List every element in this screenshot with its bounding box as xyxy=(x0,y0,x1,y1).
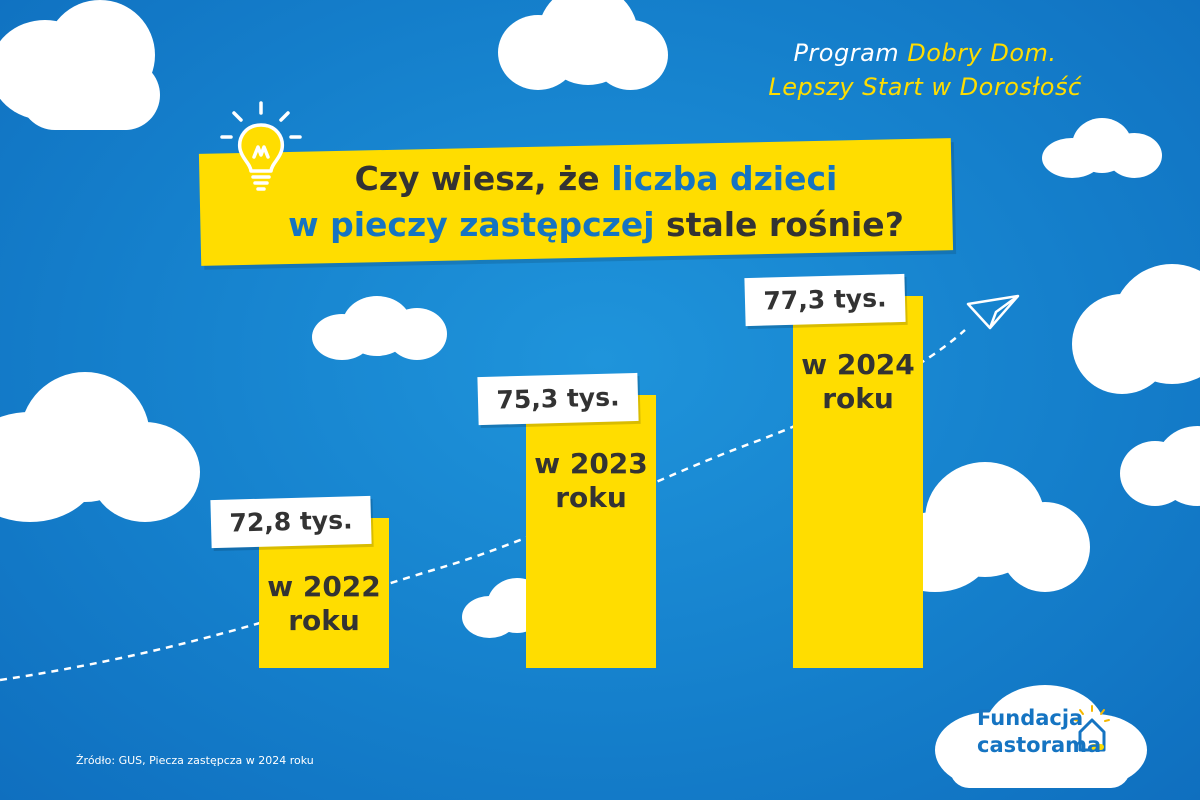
cloud-right-small xyxy=(1042,118,1162,178)
source-note: Źródło: GUS, Piecza zastępcza w 2024 rok… xyxy=(76,754,314,767)
bar-2024 xyxy=(793,296,923,668)
bar-label-2022-line2: roku xyxy=(288,603,360,637)
headline-part4: stale rośnie? xyxy=(654,205,904,244)
logo-cloud xyxy=(935,685,1147,788)
cloud-right-large xyxy=(1072,264,1200,394)
bar-2023 xyxy=(526,394,656,668)
value-label-2022: 72,8 tys. xyxy=(210,495,372,549)
headline: Czy wiesz, że liczba dzieci w pieczy zas… xyxy=(216,156,976,248)
program-title-part2: Dobry Dom. xyxy=(907,39,1057,67)
lightbulb-icon xyxy=(220,101,302,191)
bar-label-2024: w 2024 roku xyxy=(793,348,923,416)
logo-accent xyxy=(1090,744,1104,750)
program-title-part4: w Dorosłość xyxy=(931,73,1082,101)
house-icon xyxy=(1078,718,1106,752)
value-label-2024: 77,3 tys. xyxy=(744,274,906,327)
cloud-bottom-right xyxy=(880,462,1090,592)
bar-label-2022: w 2022 roku xyxy=(259,570,389,638)
cloud-top-center xyxy=(498,0,668,90)
program-title: Program Dobry Dom. Lepszy Start w Dorosł… xyxy=(700,36,1150,104)
program-title-part3: Lepszy Start xyxy=(768,73,932,101)
logo-text-castorama: castorama xyxy=(977,733,1102,757)
bar-label-2022-line1: w 2022 xyxy=(267,569,381,603)
cloud-middle xyxy=(312,296,447,360)
bar-label-2024-line2: roku xyxy=(822,382,894,416)
logo-text-fundacja: Fundacja xyxy=(977,706,1084,730)
headline-part2: liczba dzieci xyxy=(611,159,838,198)
paper-plane-icon xyxy=(966,294,1020,330)
bar-label-2024-line1: w 2024 xyxy=(801,348,915,382)
cloud-left xyxy=(0,372,200,522)
headline-part1: Czy wiesz, że xyxy=(354,159,612,198)
value-label-2023: 75,3 tys. xyxy=(477,372,639,425)
bar-label-2023-line1: w 2023 xyxy=(534,446,648,480)
program-title-part1: Program xyxy=(793,39,908,67)
bar-label-2023-line2: roku xyxy=(555,480,627,514)
headline-part3: w pieczy zastępczej xyxy=(288,205,655,244)
cloud-right-mid xyxy=(1120,426,1200,506)
bar-label-2023: w 2023 roku xyxy=(526,447,656,515)
cloud-top-left xyxy=(0,0,170,130)
sun-icon xyxy=(1074,705,1110,722)
